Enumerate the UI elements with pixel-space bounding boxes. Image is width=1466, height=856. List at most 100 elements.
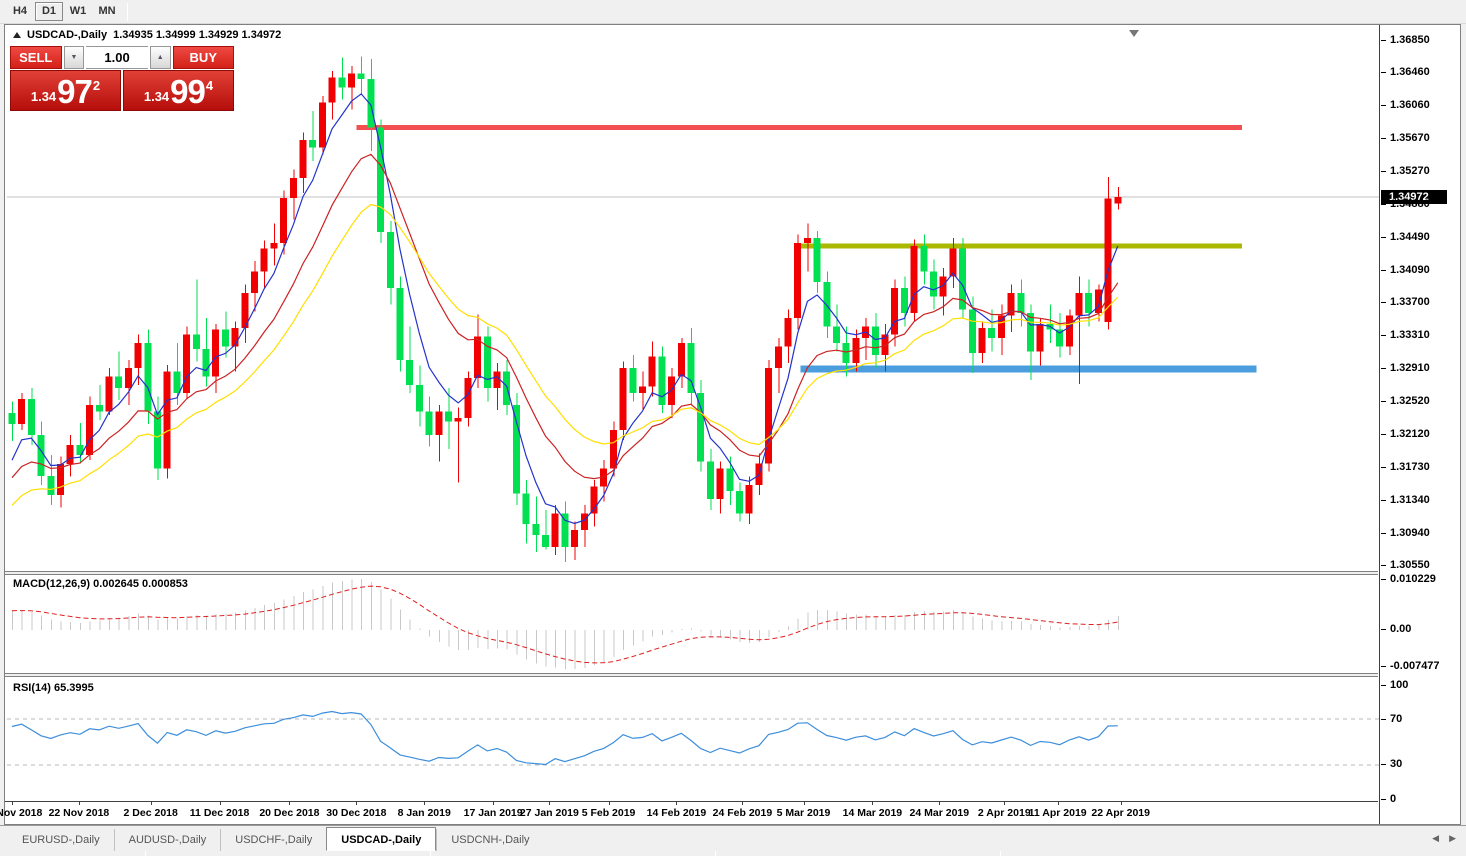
volume-decrease-button[interactable]: ▼ — [63, 46, 85, 69]
candle-body — [658, 356, 666, 405]
timeframe-toolbar: H4 D1 W1 MN — [0, 0, 1466, 24]
main-chart-canvas[interactable] — [7, 27, 1379, 571]
candle-body — [736, 490, 743, 514]
candle-body — [37, 434, 45, 476]
candle-body — [1094, 289, 1102, 314]
rsi-label: RSI(14) 65.3995 — [13, 682, 94, 694]
candle-body — [609, 429, 617, 469]
date-tick-label: 24 Mar 2019 — [909, 807, 970, 819]
macd-indicator-canvas[interactable] — [7, 575, 1379, 673]
date-tick-label: 8 Jan 2019 — [397, 807, 451, 819]
status-bar-separator — [1000, 851, 1001, 856]
price-tick-label: 1.33310 — [1381, 329, 1430, 342]
candle-body — [406, 359, 414, 385]
volume-input[interactable]: 1.00 — [86, 46, 148, 69]
timeframe-button-w1[interactable]: W1 — [69, 5, 87, 17]
chart-tab-eurusd[interactable]: EURUSD-,Daily — [22, 834, 100, 846]
date-tick-label: 14 Feb 2019 — [646, 807, 707, 819]
status-bar-separator — [145, 851, 146, 856]
volume-increase-button[interactable]: ▲ — [149, 46, 171, 69]
buy-price-main: 99 — [170, 73, 206, 110]
candle-body — [212, 329, 220, 377]
rsi-indicator-canvas[interactable] — [7, 677, 1379, 801]
timeframe-button-d1[interactable]: D1 — [35, 2, 63, 21]
date-tick-mark — [289, 802, 291, 805]
candle-body — [512, 404, 520, 494]
chart-tab-audusd[interactable]: AUDUSD-,Daily — [113, 829, 221, 851]
rsi-tick-label: 70 — [1380, 712, 1403, 725]
candle-body — [338, 77, 346, 88]
chart-tab-usdcnh[interactable]: USDCNH-,Daily — [436, 829, 543, 851]
sell-price-box[interactable]: 1.34 97 2 — [10, 70, 121, 111]
chart-tab-usdchf[interactable]: USDCHF-,Daily — [220, 829, 326, 851]
candle-body — [18, 399, 26, 425]
candle-body — [8, 413, 16, 425]
candle-body — [464, 378, 472, 419]
macd-signal-value: 0.000853 — [142, 578, 188, 590]
candle-body — [813, 237, 821, 283]
candle-body — [1017, 292, 1025, 314]
candle-body — [920, 246, 928, 272]
timeframe-button-mn[interactable]: MN — [98, 5, 116, 17]
tab-scroll-right-icon[interactable]: ▶ — [1449, 833, 1456, 843]
macd-tick-label: -0.007477 — [1381, 660, 1440, 673]
candle-body — [522, 493, 530, 525]
rsi-tick-label: 0 — [1380, 792, 1397, 805]
sell-button[interactable]: SELL — [10, 46, 62, 69]
candle-body — [270, 242, 278, 249]
candle-body — [386, 232, 394, 288]
candle-body — [309, 140, 317, 148]
toolbar-separator — [127, 2, 128, 21]
candle-body — [697, 393, 705, 462]
price-tick-label: 1.36850 — [1381, 33, 1430, 46]
date-tick-label: 14 Mar 2019 — [842, 807, 903, 819]
one-click-trade-panel: SELL ▼ 1.00 ▲ BUY 1.34 97 2 1.34 99 4 — [10, 46, 234, 111]
candle-body — [66, 444, 74, 465]
candle-body — [445, 411, 452, 422]
chart-tab-usdcad[interactable]: USDCAD-,Daily — [326, 827, 437, 851]
buy-price-box[interactable]: 1.34 99 4 — [123, 70, 234, 111]
candle-body — [367, 79, 375, 128]
macd-signal-line — [11, 585, 1118, 664]
candle-body — [231, 328, 239, 347]
chart-shift-marker-icon[interactable] — [1129, 30, 1139, 37]
candle-body — [1007, 292, 1015, 316]
candle-body — [396, 287, 404, 360]
price-tick-label: 1.31340 — [1381, 493, 1430, 506]
pane-splitter-macd[interactable] — [5, 571, 1378, 575]
pane-splitter-rsi[interactable] — [5, 673, 1378, 677]
current-price-tag: 1.34972 — [1381, 189, 1447, 204]
date-tick-label: 22 Nov 2018 — [48, 807, 110, 819]
candle-body — [910, 246, 918, 314]
candle-body — [765, 368, 773, 464]
date-tick-label: 5 Feb 2019 — [581, 807, 636, 819]
candle-body — [1056, 329, 1064, 347]
chart-ohlc-values: 1.34935 1.34999 1.34929 1.34972 — [113, 29, 282, 41]
candle-body — [173, 371, 181, 394]
candle-body — [57, 464, 64, 496]
price-tick-label: 1.36060 — [1381, 99, 1430, 112]
candle-body — [580, 513, 588, 531]
moving-average-13 — [11, 153, 1119, 480]
date-tick-mark — [803, 802, 805, 805]
timeframe-button-h4[interactable]: H4 — [12, 5, 28, 17]
candle-body — [163, 371, 171, 469]
candle-body — [648, 356, 656, 387]
date-tick-mark — [493, 802, 495, 805]
candle-body — [988, 328, 996, 339]
date-tick-mark — [676, 802, 678, 805]
collapse-triangle-icon[interactable] — [13, 32, 21, 38]
price-tick-label: 1.35270 — [1381, 165, 1430, 178]
candle-body — [687, 343, 695, 394]
candle-body — [794, 242, 802, 319]
candle-body — [76, 444, 84, 455]
tab-scroll-left-icon[interactable]: ◀ — [1432, 833, 1440, 843]
buy-button[interactable]: BUY — [172, 46, 234, 69]
candle-body — [745, 485, 753, 514]
price-tick-label: 1.36460 — [1381, 66, 1430, 79]
candle-body — [454, 418, 462, 422]
candle-body — [551, 513, 559, 547]
status-bar-separator — [715, 851, 716, 856]
chevron-up-icon: ▲ — [156, 54, 164, 61]
status-bar-separator — [430, 851, 431, 856]
